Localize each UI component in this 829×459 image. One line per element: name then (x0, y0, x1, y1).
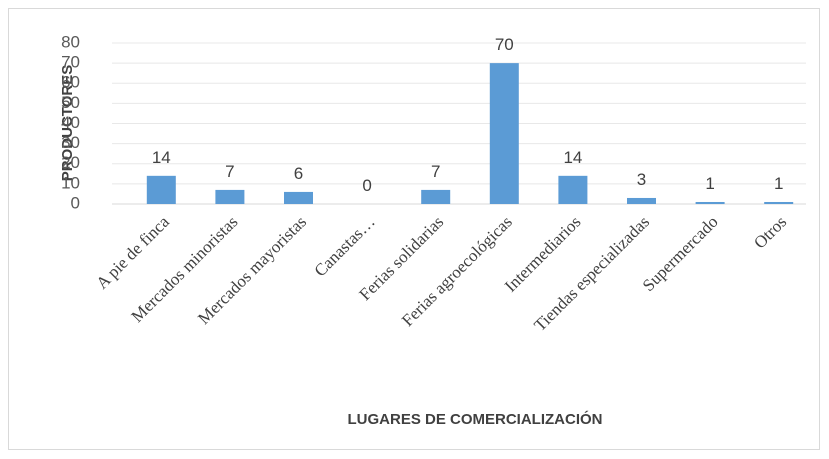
y-tick-label: 10 (61, 173, 80, 192)
data-label: 7 (431, 162, 440, 181)
y-axis-title: PRODUCTORES (59, 65, 76, 181)
bar (558, 175, 588, 204)
y-tick-label: 0 (71, 193, 80, 212)
bar (764, 201, 794, 204)
x-axis-title: LUGARES DE COMERCIALIZACIÓN (348, 410, 603, 428)
data-label: 6 (294, 164, 303, 183)
bar (489, 63, 519, 204)
y-tick-label: 40 (61, 113, 80, 132)
bar (627, 197, 656, 204)
y-tick-label: 70 (61, 53, 80, 72)
data-label: 1 (705, 174, 714, 193)
data-label: 70 (495, 35, 514, 54)
data-label: 14 (563, 148, 582, 167)
data-label: 7 (225, 162, 234, 181)
data-label: 1 (774, 174, 783, 193)
y-tick-label: 60 (61, 73, 80, 92)
bar (146, 175, 176, 204)
bar (421, 189, 451, 204)
y-tick-label: 20 (61, 153, 80, 172)
chart-border (8, 8, 820, 450)
data-label: 3 (637, 170, 646, 189)
data-label: 14 (152, 148, 171, 167)
y-tick-label: 30 (61, 133, 80, 152)
data-label: 0 (362, 176, 371, 195)
bar (215, 189, 245, 204)
bar (284, 191, 313, 204)
y-tick-label: 50 (61, 93, 80, 112)
bar (695, 201, 725, 204)
y-tick-label: 80 (61, 32, 80, 51)
